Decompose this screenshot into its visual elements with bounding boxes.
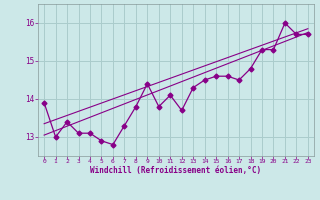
X-axis label: Windchill (Refroidissement éolien,°C): Windchill (Refroidissement éolien,°C) xyxy=(91,166,261,175)
